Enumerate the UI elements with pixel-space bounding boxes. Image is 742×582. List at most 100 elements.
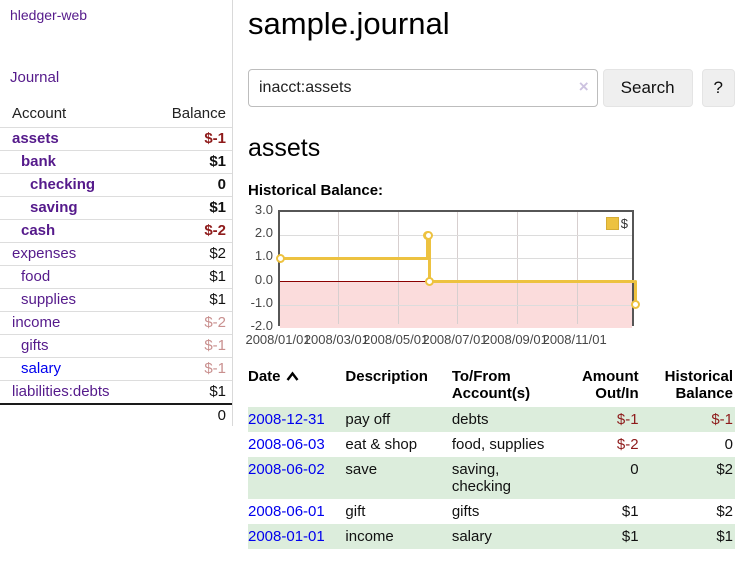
account-link-salary[interactable]: salary (21, 360, 62, 377)
account-row: food $1 (0, 265, 232, 289)
transaction-amount: $-1 (616, 411, 639, 428)
y-gridline (280, 235, 632, 237)
transaction-description: income (345, 528, 394, 545)
transaction-accounts: saving, checking (451, 461, 512, 495)
transaction-description: gift (345, 503, 366, 520)
transaction-amount: $1 (621, 528, 639, 545)
account-balance: $1 (209, 199, 226, 216)
legend-swatch (605, 217, 619, 230)
chart-legend: $ (605, 216, 628, 231)
app-brand-link[interactable]: hledger-web (10, 7, 88, 23)
account-link-supplies[interactable]: supplies (21, 291, 77, 308)
search-input[interactable] (248, 69, 598, 107)
account-balance: $-2 (204, 314, 226, 331)
x-axis-label: 2008/09/01 (482, 332, 548, 347)
transaction-date-link[interactable]: 2008-06-01 (248, 503, 325, 520)
account-balance: $1 (209, 268, 226, 285)
transaction-balance: $2 (716, 461, 733, 478)
account-row: income $-2 (0, 311, 232, 335)
series-line-segment (280, 256, 428, 260)
account-link-food[interactable]: food (21, 268, 51, 285)
account-row: salary $-1 (0, 357, 232, 381)
transaction-accounts: salary (451, 528, 492, 545)
page-title: sample.journal (248, 6, 450, 41)
account-link-checking[interactable]: checking (30, 176, 96, 193)
transaction-row: 2008-01-01 income salary $1 $1 (248, 524, 735, 549)
transaction-date-link[interactable]: 2008-01-01 (248, 528, 325, 545)
transaction-amount: $1 (621, 503, 639, 520)
chart-title: Historical Balance: (248, 182, 384, 199)
x-axis-label: 2008/05/01 (363, 332, 429, 347)
account-balance: $-2 (204, 222, 226, 239)
series-line-segment (426, 233, 430, 260)
x-axis-label: 2008/01/01 (245, 332, 311, 347)
series-line-segment (429, 280, 636, 284)
transaction-balance: $-1 (711, 411, 733, 428)
account-link-liabilities-debts[interactable]: liabilities:debts (12, 383, 110, 400)
transaction-row: 2008-12-31 pay off debts $-1 $-1 (248, 407, 735, 432)
series-line-segment (633, 280, 637, 307)
x-gridline (397, 212, 399, 324)
chart-plot-area: $ (275, 210, 640, 328)
transaction-row: 2008-06-03 eat & shop food, supplies $-2 0 (248, 432, 735, 457)
account-link-income[interactable]: income (12, 314, 61, 331)
column-header-amount[interactable]: Amount Out/In (581, 368, 639, 402)
account-row: assets $-1 (0, 127, 232, 151)
y-axis-label: 1.0 (254, 248, 273, 264)
x-gridline (457, 212, 459, 324)
legend-label: $ (620, 216, 628, 231)
help-button[interactable]: ? (701, 69, 735, 107)
y-axis-label: 2.0 (254, 225, 273, 241)
accounts-table: Account Balance assets $-1 bank $1 checking 0… (0, 102, 232, 426)
column-header-date[interactable]: Date (248, 365, 345, 407)
transaction-date-link[interactable]: 2008-06-03 (248, 436, 325, 453)
column-header-balance[interactable]: Historical Balance (664, 368, 733, 402)
transaction-accounts: debts (451, 411, 489, 428)
account-link-expenses[interactable]: expenses (12, 245, 77, 262)
transaction-date-link[interactable]: 2008-06-02 (248, 461, 325, 478)
account-balance: 0 (217, 176, 226, 193)
transaction-amount: $-2 (616, 436, 639, 453)
transaction-balance: $1 (716, 528, 733, 545)
account-balance: $1 (209, 383, 226, 400)
account-row: expenses $2 (0, 242, 232, 266)
historical-balance-chart: $ 2008/01/01 2008/03/01 2008/05/01 2008/07/… (245, 202, 668, 350)
search-button[interactable]: Search (602, 69, 693, 107)
accounts-header-balance: Balance (171, 105, 226, 122)
column-header-description[interactable]: Description (345, 368, 428, 385)
transaction-date-link[interactable]: 2008-12-31 (248, 411, 325, 428)
x-axis-label: 2008/03/01 (303, 332, 369, 347)
transaction-accounts: gifts (451, 503, 480, 520)
account-link-saving[interactable]: saving (30, 199, 78, 216)
transaction-row: 2008-06-01 gift gifts $1 $2 (248, 499, 735, 524)
data-point (630, 300, 640, 310)
search-form: × Search ? (248, 69, 735, 107)
x-axis-label: 2008/11/01 (542, 332, 607, 347)
account-row: checking 0 (0, 173, 232, 197)
account-balance: $1 (209, 153, 226, 170)
sort-ascending-icon (286, 371, 298, 381)
account-balance: $1 (209, 291, 226, 308)
sidebar: hledger-web Journal Account Balance asse… (0, 0, 233, 426)
y-axis-label: -1.0 (250, 294, 273, 310)
y-axis-label: 3.0 (254, 202, 273, 217)
account-balance: $-1 (204, 337, 226, 354)
clear-search-icon[interactable]: × (578, 77, 589, 96)
account-link-bank[interactable]: bank (21, 153, 57, 170)
account-balance: $-1 (204, 130, 226, 147)
search-box: × (248, 69, 598, 107)
x-axis-label: 2008/07/01 (422, 332, 488, 347)
column-header-accounts[interactable]: To/From Account(s) (451, 368, 531, 402)
y-gridline (280, 304, 632, 306)
y-axis-label: -2.0 (250, 318, 273, 333)
account-link-gifts[interactable]: gifts (21, 337, 49, 354)
series-line-segment (428, 233, 432, 284)
sidebar-item-journal[interactable]: Journal (10, 69, 60, 86)
transaction-description: save (345, 461, 378, 478)
transactions-table: Date Description To/From Account(s) Amou… (248, 365, 735, 549)
page: hledger-web Journal Account Balance asse… (0, 0, 735, 549)
account-link-cash[interactable]: cash (21, 222, 56, 239)
account-balance: $-1 (204, 360, 226, 377)
account-link-assets[interactable]: assets (12, 130, 59, 147)
transaction-accounts: food, supplies (451, 436, 545, 453)
